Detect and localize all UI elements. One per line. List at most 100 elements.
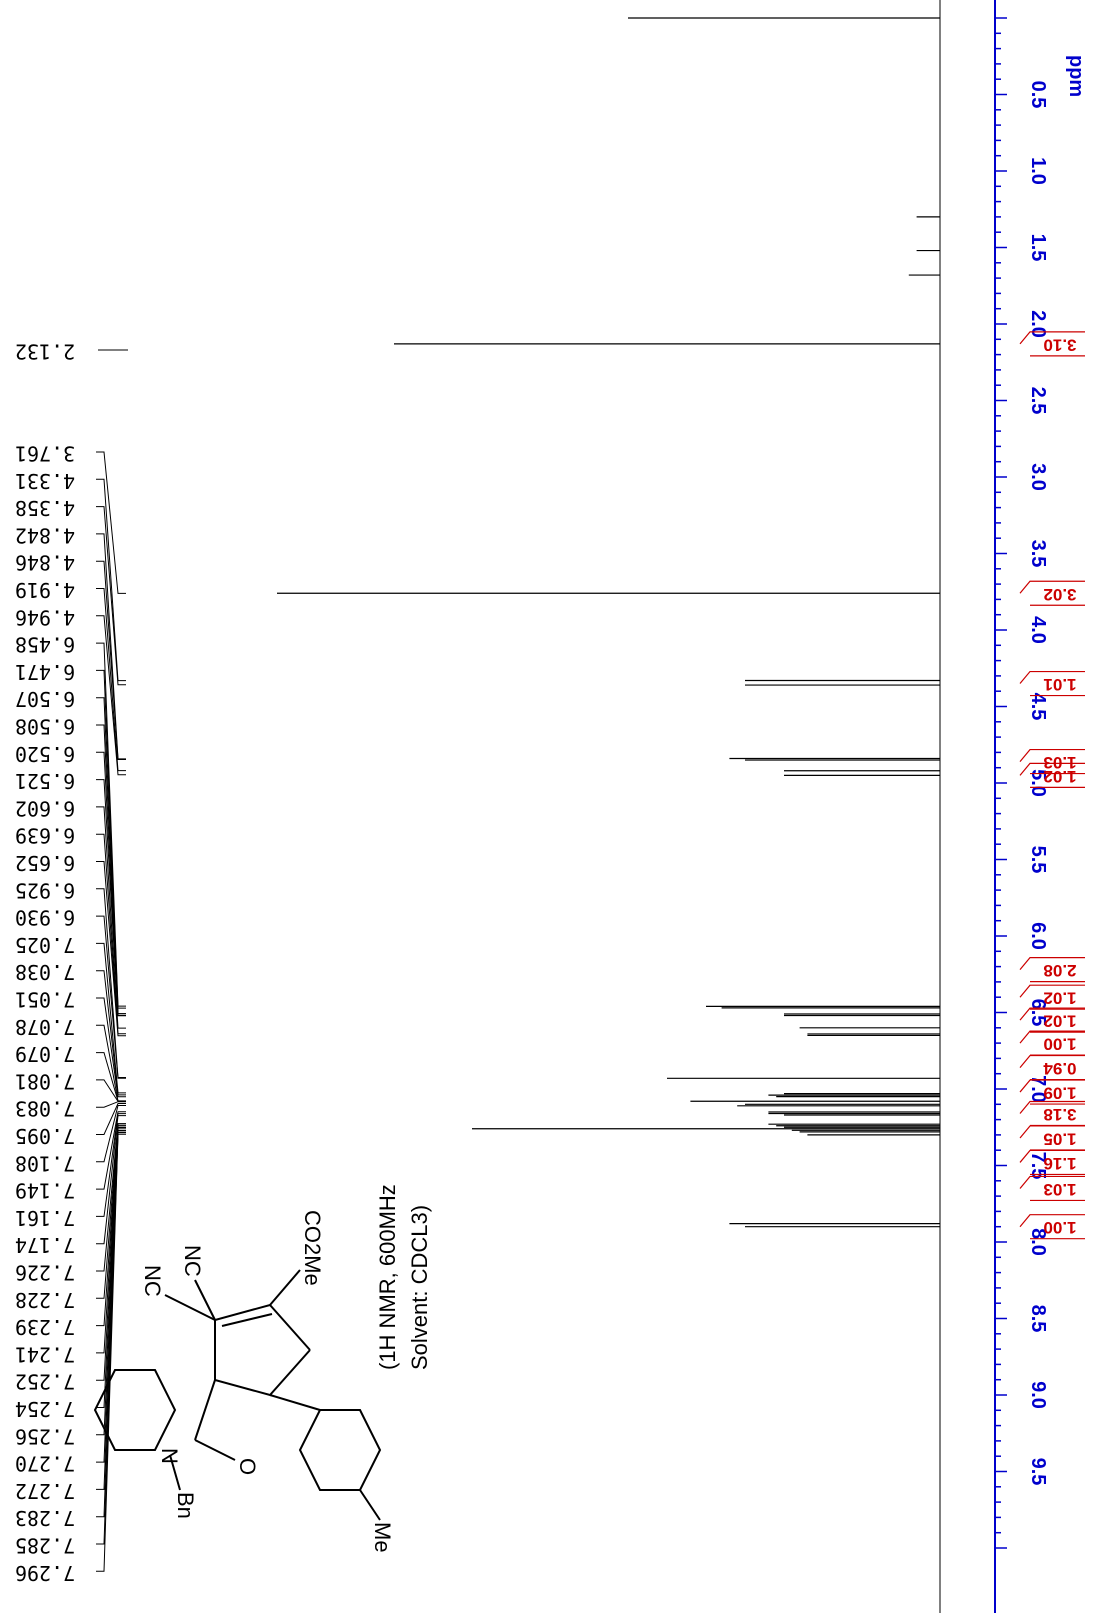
peak-leader-7	[96, 615, 126, 776]
nc-bond-2	[164, 1294, 216, 1321]
axis-unit-label: ppm	[1065, 55, 1087, 97]
tick-label-16: 8.5	[1027, 1305, 1049, 1333]
peak-label-26: 7.095	[15, 1124, 75, 1148]
label-n: N	[157, 1448, 182, 1464]
integral-label-14: 1.03	[1043, 1180, 1076, 1199]
nmr-annotation: (1H NMR, 600MHz Solvent: CDCL3)	[375, 1184, 432, 1370]
tick-label-4: 2.5	[1027, 387, 1049, 415]
tick-label-0: 0.5	[1027, 81, 1049, 109]
tick-label-12: 6.5	[1027, 999, 1049, 1027]
peak-leader-28	[96, 1111, 126, 1190]
peak-label-13: 6.521	[15, 769, 75, 793]
peak-label-0: 2.132	[15, 340, 75, 364]
peak-label-34: 7.241	[15, 1342, 75, 1366]
tick-label-13: 7.0	[1027, 1075, 1049, 1103]
integral-label-6: 1.02	[1043, 989, 1076, 1008]
label-me: Me	[370, 1522, 395, 1553]
tick-label-18: 9.5	[1027, 1458, 1049, 1486]
peak-leader-37	[96, 1127, 126, 1436]
indole-benzo-ring	[93, 1369, 177, 1451]
peak-label-6: 4.919	[15, 578, 75, 602]
chemical-structure	[93, 1269, 382, 1521]
peak-label-28: 7.149	[15, 1179, 75, 1203]
annotation-line-1: (1H NMR, 600MHz	[375, 1184, 400, 1370]
ring-double-bond	[221, 1313, 273, 1327]
carbonyl-bond	[194, 1439, 236, 1461]
peak-leader-25	[96, 1101, 126, 1108]
peak-leader-11	[96, 724, 126, 1015]
integral-bracket-0	[1019, 331, 1085, 357]
peak-label-20: 7.038	[15, 960, 75, 984]
integral-bracket-13	[1019, 1149, 1085, 1176]
integral-label-4: 1.02	[1043, 767, 1076, 786]
tick-label-11: 6.0	[1027, 922, 1049, 950]
peak-label-3: 4.358	[15, 496, 75, 520]
peak-leader-1	[96, 451, 126, 594]
integral-label-0: 3.10	[1043, 335, 1076, 354]
label-nc-1: NC	[180, 1245, 205, 1277]
peak-label-2: 4.331	[15, 469, 75, 493]
integral-bracket-2	[1019, 670, 1085, 697]
tick-label-7: 4.0	[1027, 616, 1049, 644]
n-bn-bond	[169, 1454, 181, 1491]
tick-label-1: 1.0	[1027, 157, 1049, 185]
peak-leader-19	[96, 942, 126, 1094]
peak-leader-20	[96, 970, 126, 1096]
peak-leader-24	[96, 1079, 126, 1102]
peak-label-leaders	[96, 349, 128, 1572]
peak-leader-15	[96, 833, 126, 1035]
peak-leader-34	[96, 1125, 126, 1354]
label-co2me: CO2Me	[300, 1210, 325, 1286]
peak-leader-26	[96, 1103, 126, 1135]
lactam-bond	[194, 1379, 216, 1441]
peak-leader-30	[96, 1115, 126, 1245]
tick-label-2: 1.5	[1027, 234, 1049, 262]
integral-label-3: 1.03	[1043, 753, 1076, 772]
peak-leader-5	[96, 560, 126, 760]
ester-bond	[269, 1269, 301, 1306]
peak-label-36: 7.254	[15, 1397, 75, 1421]
peak-labels: 2.132 3.761 4.331 4.358 4.842 4.846 4.919 4.946…	[15, 340, 75, 1585]
tick-label-10: 5.5	[1027, 846, 1049, 874]
peak-leader-39	[96, 1130, 126, 1490]
peak-leader-27	[96, 1105, 126, 1163]
integral-label-9: 0.94	[1043, 1059, 1077, 1078]
peak-label-41: 7.285	[15, 1534, 75, 1558]
ppm-axis: 0.5 1.0 1.5 2.0 2.5 3.0 3.5 4.0 4.5 5.0 5.5 6.0 6.5 7…	[994, 0, 1087, 1613]
tick-label-14: 7.5	[1027, 1152, 1049, 1180]
peak-leader-14	[96, 806, 126, 1029]
integral-label-5: 2.08	[1043, 961, 1076, 980]
peak-leader-32	[96, 1123, 126, 1299]
tick-label-5: 3.0	[1027, 463, 1049, 491]
integral-label-1: 3.02	[1043, 585, 1076, 604]
peak-label-31: 7.226	[15, 1261, 75, 1285]
peak-leader-17	[96, 888, 126, 1079]
peak-label-11: 6.508	[15, 715, 75, 739]
cyclopentene-ring	[214, 1303, 311, 1397]
peak-label-33: 7.239	[15, 1315, 75, 1339]
peak-label-10: 6.507	[15, 687, 75, 711]
integral-bracket-4	[1019, 762, 1085, 788]
peak-leader-4	[96, 533, 126, 760]
peak-label-37: 7.256	[15, 1424, 75, 1448]
integral-label-7: 1.02	[1043, 1012, 1076, 1031]
peak-label-27: 7.108	[15, 1151, 75, 1175]
peak-label-14: 6.602	[15, 796, 75, 820]
peak-label-22: 7.078	[15, 1015, 75, 1039]
integral-label-8: 1.00	[1043, 1035, 1076, 1054]
peak-leader-12	[96, 751, 126, 1017]
peak-leader-29	[96, 1113, 126, 1217]
peak-label-29: 7.161	[15, 1206, 75, 1230]
aryl-link	[269, 1394, 321, 1411]
peak-label-19: 7.025	[15, 933, 75, 957]
peak-label-23: 7.079	[15, 1042, 75, 1066]
peak-label-24: 7.081	[15, 1069, 75, 1093]
peak-leader-13	[96, 779, 126, 1017]
nc-bond-1	[194, 1279, 216, 1321]
peak-label-39: 7.272	[15, 1479, 75, 1503]
peak-label-32: 7.228	[15, 1288, 75, 1312]
peak-leader-18	[96, 915, 126, 1079]
integral-label-13: 1.16	[1043, 1154, 1076, 1173]
tick-label-3: 2.0	[1027, 310, 1049, 338]
peak-label-40: 7.283	[15, 1506, 75, 1530]
